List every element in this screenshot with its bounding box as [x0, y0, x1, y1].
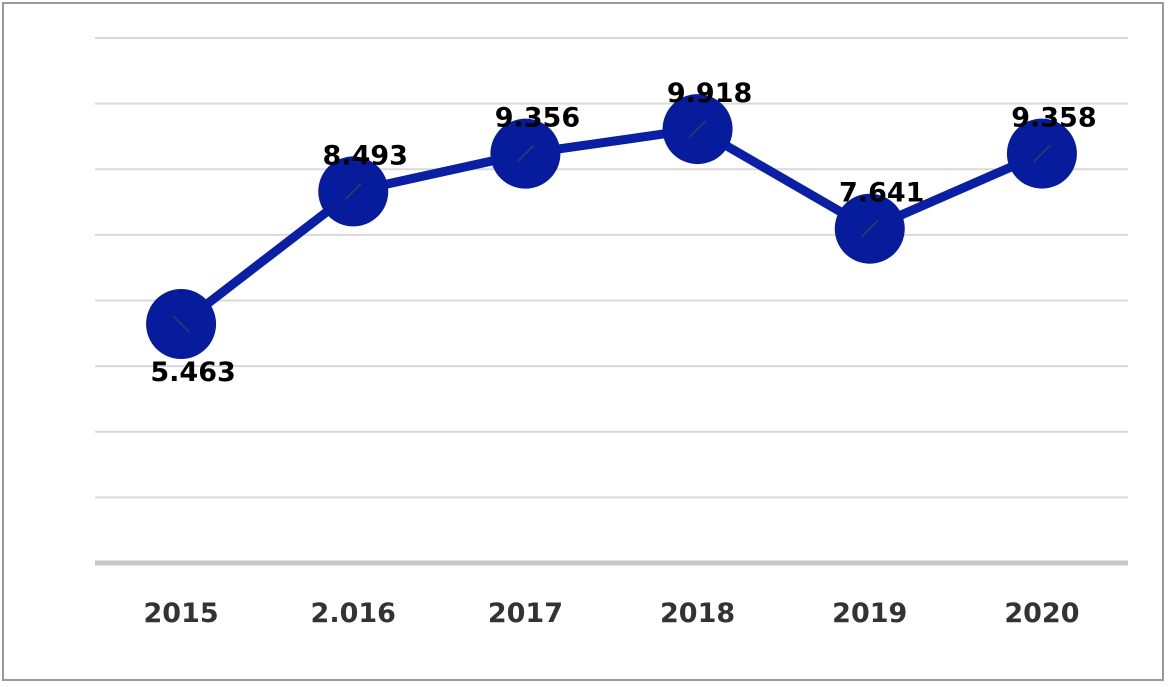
- data-label-leader: [172, 315, 190, 333]
- gridlines: [95, 37, 1128, 499]
- data-label: 9.358: [1011, 103, 1096, 134]
- data-label-leader: [861, 220, 879, 238]
- data-points: [146, 94, 1077, 359]
- x-tick-label: 2.016: [311, 598, 396, 629]
- series-line: [176, 124, 1047, 329]
- data-labels: 5.463 8.493 9.356 9.918 7.641 9.358: [150, 78, 1096, 388]
- data-label: 9.356: [495, 103, 580, 134]
- data-label: 5.463: [150, 357, 235, 388]
- data-label: 7.641: [839, 178, 924, 209]
- data-label-leader: [516, 145, 534, 163]
- x-tick-label: 2018: [660, 598, 735, 629]
- data-label-leader: [1033, 145, 1051, 163]
- data-label-leader: [689, 120, 707, 138]
- x-axis-tick-labels: 2015 2.016 2017 2018 2019 2020: [144, 598, 1080, 629]
- x-tick-label: 2019: [832, 598, 907, 629]
- data-label-leader: [344, 182, 362, 200]
- x-tick-label: 2017: [488, 598, 563, 629]
- x-tick-label: 2020: [1004, 598, 1079, 629]
- data-label: 8.493: [323, 140, 408, 171]
- x-tick-label: 2015: [144, 598, 219, 629]
- data-label: 9.918: [667, 78, 752, 109]
